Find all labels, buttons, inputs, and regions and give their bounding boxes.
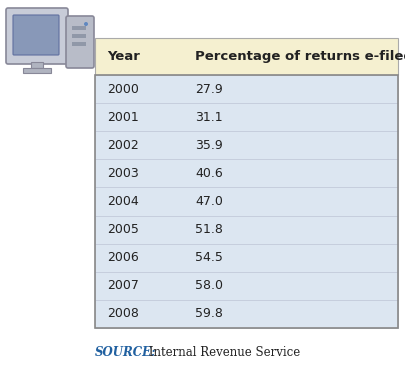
Bar (95, 38, 397, 75)
Bar (23, 68, 51, 73)
Text: 2004: 2004 (107, 195, 139, 208)
Bar (95, 131, 397, 159)
Bar (95, 272, 397, 300)
Bar (95, 159, 397, 188)
Bar (72, 42, 86, 46)
FancyBboxPatch shape (13, 15, 59, 55)
Bar (95, 215, 397, 244)
Circle shape (84, 22, 88, 26)
Text: 47.0: 47.0 (194, 195, 222, 208)
Bar (31, 62, 43, 68)
FancyBboxPatch shape (66, 16, 94, 68)
Text: 2000: 2000 (107, 83, 139, 96)
Text: 31.1: 31.1 (194, 111, 222, 124)
Text: 2006: 2006 (107, 251, 139, 264)
Text: 58.0: 58.0 (194, 279, 222, 292)
Bar (95, 75, 397, 103)
Bar (95, 244, 397, 272)
Text: Percentage of returns e-filed: Percentage of returns e-filed (194, 50, 405, 63)
Bar (95, 188, 397, 215)
Text: Internal Revenue Service: Internal Revenue Service (145, 345, 300, 358)
Text: 2005: 2005 (107, 223, 139, 236)
Bar (95, 103, 397, 131)
Text: 59.8: 59.8 (194, 308, 222, 320)
FancyBboxPatch shape (6, 8, 68, 64)
Text: 40.6: 40.6 (194, 167, 222, 180)
Text: 2007: 2007 (107, 279, 139, 292)
Text: 2003: 2003 (107, 167, 139, 180)
Text: Year: Year (107, 50, 140, 63)
Bar (72, 34, 86, 38)
Text: 35.9: 35.9 (194, 139, 222, 152)
Text: 2008: 2008 (107, 308, 139, 320)
Text: SOURCE:: SOURCE: (95, 345, 156, 358)
Bar (95, 75, 397, 328)
Bar (95, 300, 397, 328)
Text: 2001: 2001 (107, 111, 139, 124)
Text: 51.8: 51.8 (194, 223, 222, 236)
Text: 2002: 2002 (107, 139, 139, 152)
Bar (72, 26, 86, 30)
Text: 27.9: 27.9 (194, 83, 222, 96)
Text: 54.5: 54.5 (194, 251, 222, 264)
